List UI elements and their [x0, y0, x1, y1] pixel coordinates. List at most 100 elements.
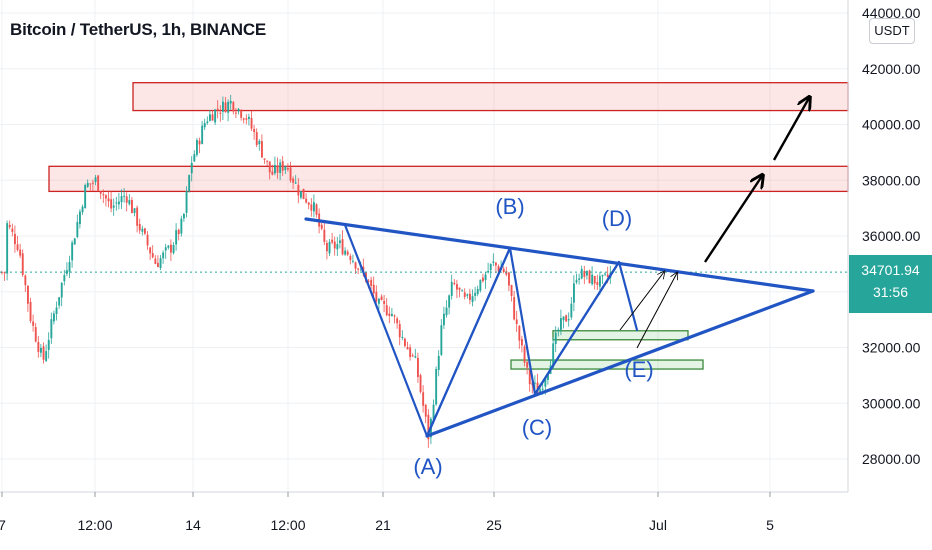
candle-body — [586, 270, 588, 276]
candle-body — [172, 244, 175, 254]
candle-body — [336, 244, 339, 250]
candle-body — [73, 238, 76, 245]
candle-body — [47, 339, 50, 350]
candle-body — [214, 109, 217, 123]
candle-body — [245, 118, 248, 120]
candle-body — [6, 223, 9, 274]
candle-body — [313, 202, 315, 212]
currency-unit-button[interactable]: USDT — [869, 18, 915, 44]
candle-body — [547, 373, 549, 381]
candle-body — [539, 389, 542, 393]
candle-body — [105, 195, 107, 199]
wave-label: (D) — [602, 206, 633, 231]
candle-body — [3, 272, 6, 274]
candle-body — [71, 242, 74, 261]
candle-body — [21, 253, 24, 275]
candle-body — [526, 362, 529, 368]
bar-countdown: 31:56 — [872, 284, 909, 300]
x-tick-label: 7 — [0, 517, 6, 533]
projection-arrow — [636, 273, 677, 349]
candle-body — [185, 190, 188, 213]
candle-body — [541, 388, 544, 390]
wave-leg — [617, 260, 639, 332]
candle-body — [404, 338, 406, 346]
candle-body — [557, 329, 560, 332]
candle-body — [177, 229, 180, 235]
candle-body — [435, 369, 438, 405]
candle-body — [276, 165, 279, 173]
candle-body — [235, 112, 237, 114]
candle-body — [339, 240, 341, 244]
candle-body — [198, 140, 201, 145]
candle-body — [346, 251, 349, 255]
y-tick-label: 38000.00 — [862, 172, 921, 188]
wave-leg — [533, 260, 621, 396]
candle-body — [209, 114, 211, 121]
last-price-value: 34701.94 — [861, 262, 920, 278]
triangle-pattern: (A) (B) (C) (D) (E) — [304, 98, 815, 479]
candle-body — [591, 274, 594, 285]
candle-body — [396, 318, 399, 324]
candle-body — [326, 243, 328, 252]
candle-body — [112, 205, 115, 208]
candle-body — [427, 414, 430, 440]
candle-body — [216, 108, 219, 111]
candle-body — [458, 287, 461, 290]
candle-body — [575, 280, 578, 283]
x-tick-label: Jul — [649, 517, 667, 533]
candle-body — [523, 346, 526, 363]
candle-body — [492, 261, 495, 263]
candle-body — [136, 207, 139, 226]
x-tick-label: 21 — [375, 517, 391, 533]
candle-body — [37, 342, 40, 352]
last-price-tag: 34701.94 31:56 — [849, 255, 932, 313]
candle-body — [513, 297, 516, 320]
candle-body — [578, 278, 581, 280]
candle-body — [99, 191, 102, 194]
candle-body — [409, 347, 412, 357]
candle-body — [474, 292, 477, 296]
candle-body — [167, 245, 170, 248]
candle-body — [118, 201, 120, 205]
candle-body — [131, 199, 133, 214]
candle-body — [281, 161, 284, 171]
candle-body — [302, 188, 305, 199]
candle-body — [323, 229, 326, 242]
candle-body — [248, 116, 250, 119]
candle-body — [528, 369, 531, 385]
candle-body — [414, 356, 417, 358]
wave-leg — [425, 246, 512, 438]
wave-leg — [343, 223, 429, 438]
candle-body — [401, 336, 404, 338]
candle-body — [292, 178, 295, 183]
candle-body — [601, 274, 604, 277]
candle-body — [146, 234, 149, 246]
candle-body — [515, 319, 518, 325]
candle-body — [552, 343, 555, 368]
candle-body — [76, 222, 79, 238]
candle-body — [261, 141, 263, 158]
candle-body — [250, 118, 253, 129]
candle-body — [495, 262, 497, 266]
candle-body — [567, 319, 570, 321]
breakout-arrow — [703, 176, 762, 263]
wave-label: (C) — [522, 415, 553, 440]
candle-body — [505, 271, 508, 275]
y-tick-label: 32000.00 — [862, 340, 921, 356]
candle-body — [570, 303, 573, 318]
candle-body — [92, 182, 94, 184]
wave-label: (E) — [624, 357, 653, 382]
candle-body — [331, 239, 334, 243]
candle-body — [229, 100, 232, 104]
candle-body — [383, 300, 386, 304]
candle-body — [102, 194, 105, 196]
candle-body — [411, 355, 414, 357]
candle-body — [562, 316, 565, 321]
candle-body — [279, 162, 282, 174]
candle-body — [154, 258, 157, 264]
zones — [48, 82, 849, 370]
candle-body — [307, 202, 310, 205]
candle-body — [159, 258, 162, 269]
grid — [0, 0, 848, 492]
